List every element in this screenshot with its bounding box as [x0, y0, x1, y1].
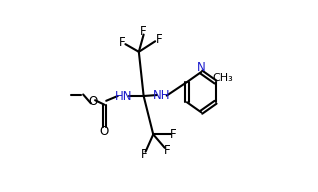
- Text: O: O: [88, 95, 97, 108]
- Text: O: O: [100, 125, 109, 138]
- Text: NH: NH: [153, 89, 171, 102]
- Text: F: F: [156, 33, 162, 46]
- Text: F: F: [141, 148, 148, 161]
- Text: F: F: [164, 144, 171, 157]
- Text: CH₃: CH₃: [212, 73, 233, 83]
- Text: F: F: [170, 128, 177, 141]
- Text: F: F: [119, 36, 126, 49]
- Text: N: N: [197, 61, 205, 74]
- Text: HN: HN: [115, 89, 132, 103]
- Text: F: F: [140, 25, 147, 38]
